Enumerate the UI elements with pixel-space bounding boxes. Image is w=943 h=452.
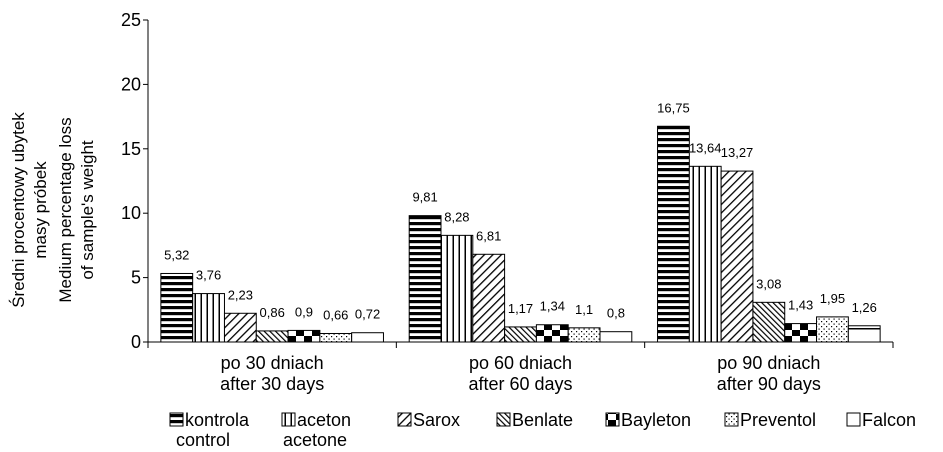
legend-swatch	[724, 412, 739, 427]
legend-swatch	[605, 412, 620, 427]
bar-data-label: 3,08	[756, 276, 781, 291]
bar	[192, 293, 225, 343]
category-label: po 30 dniach	[221, 353, 324, 373]
legend-label: Bayleton	[621, 410, 691, 430]
bar-data-label: 1,95	[820, 291, 845, 306]
category-label: after 90 days	[717, 374, 821, 394]
y-tick-label: 10	[121, 203, 141, 223]
bar-data-label: 0,72	[355, 307, 380, 322]
bar-data-label: 0,8	[607, 306, 625, 321]
bar	[657, 125, 690, 343]
bar-data-label: 1,34	[540, 299, 565, 314]
bar	[504, 326, 537, 343]
category-label: po 90 dniach	[717, 353, 820, 373]
legend-label: aceton	[297, 410, 351, 430]
bar	[351, 332, 384, 343]
y-tick-label: 5	[131, 268, 141, 288]
bar	[567, 327, 601, 343]
y-axis-label-line: masy próbek	[31, 161, 50, 259]
bar	[816, 316, 849, 343]
bar	[287, 329, 321, 343]
y-tick-label: 0	[131, 332, 141, 352]
bar-data-label: 1,17	[508, 301, 533, 316]
legend-label: Benlate	[512, 410, 573, 430]
bar-data-label: 9,81	[412, 190, 437, 205]
bar-data-label: 13,64	[689, 140, 722, 155]
y-tick-label: 25	[121, 10, 141, 30]
bar	[599, 331, 633, 343]
y-axis-label: Średni procentowy ubytek masy próbek Mediu…	[9, 112, 97, 308]
bar-data-label: 1,43	[788, 298, 813, 313]
bar	[160, 272, 194, 343]
bar	[472, 253, 506, 343]
bar-data-label: 16,75	[657, 100, 690, 115]
y-tick-label: 15	[121, 139, 141, 159]
axes	[147, 20, 893, 343]
category-label: after 30 days	[220, 374, 324, 394]
bar-data-label: 6,81	[476, 228, 501, 243]
bar	[847, 325, 881, 343]
bar-data-label: 8,28	[444, 209, 469, 224]
legend-label: acetone	[283, 430, 347, 450]
bar	[688, 165, 722, 343]
y-axis-label-line: Średni procentowy ubytek	[9, 112, 28, 308]
bar	[752, 301, 786, 343]
legend-label: control	[176, 430, 230, 450]
bar	[440, 234, 474, 343]
bar	[720, 170, 754, 343]
bar-data-label: 2,23	[228, 287, 253, 302]
bar-data-label: 0,9	[295, 304, 313, 319]
y-axis-label-line: Medium percentage loss	[56, 117, 75, 302]
y-axis-ticks: 0 5 10 15 20 25	[121, 10, 148, 352]
bar	[535, 324, 569, 343]
bar	[255, 330, 289, 343]
bar-data-label: 1,26	[852, 300, 877, 315]
y-tick-label: 20	[121, 74, 141, 94]
bar	[223, 312, 257, 343]
bars: 5,32 9,81 16,75 3,76 8,28 13,64 2,23 6,81 13,27 0…	[160, 100, 881, 343]
y-axis-label-line: of sample's weight	[78, 140, 97, 280]
category-label: po 60 dniach	[469, 353, 572, 373]
bar	[784, 323, 818, 343]
bar-data-label: 0,66	[323, 307, 348, 322]
legend-swatch	[281, 412, 296, 427]
bar	[408, 215, 442, 343]
legend-swatch	[169, 412, 184, 427]
legend-swatch	[846, 412, 861, 427]
bar-data-label: 13,27	[721, 145, 754, 160]
legend-swatch	[496, 412, 511, 427]
legend-swatch	[397, 412, 412, 427]
legend-label: Sarox	[413, 410, 460, 430]
bar-data-label: 3,76	[196, 268, 221, 283]
bar-data-label: 0,86	[260, 305, 285, 320]
legend-label: Preventol	[740, 410, 816, 430]
bar-data-label: 1,1	[575, 302, 593, 317]
category-label: after 60 days	[468, 374, 572, 394]
legend-label: Falcon	[862, 410, 916, 430]
legend-label: kontrola	[185, 410, 250, 430]
bar	[319, 332, 353, 343]
bar-data-label: 5,32	[164, 247, 189, 262]
